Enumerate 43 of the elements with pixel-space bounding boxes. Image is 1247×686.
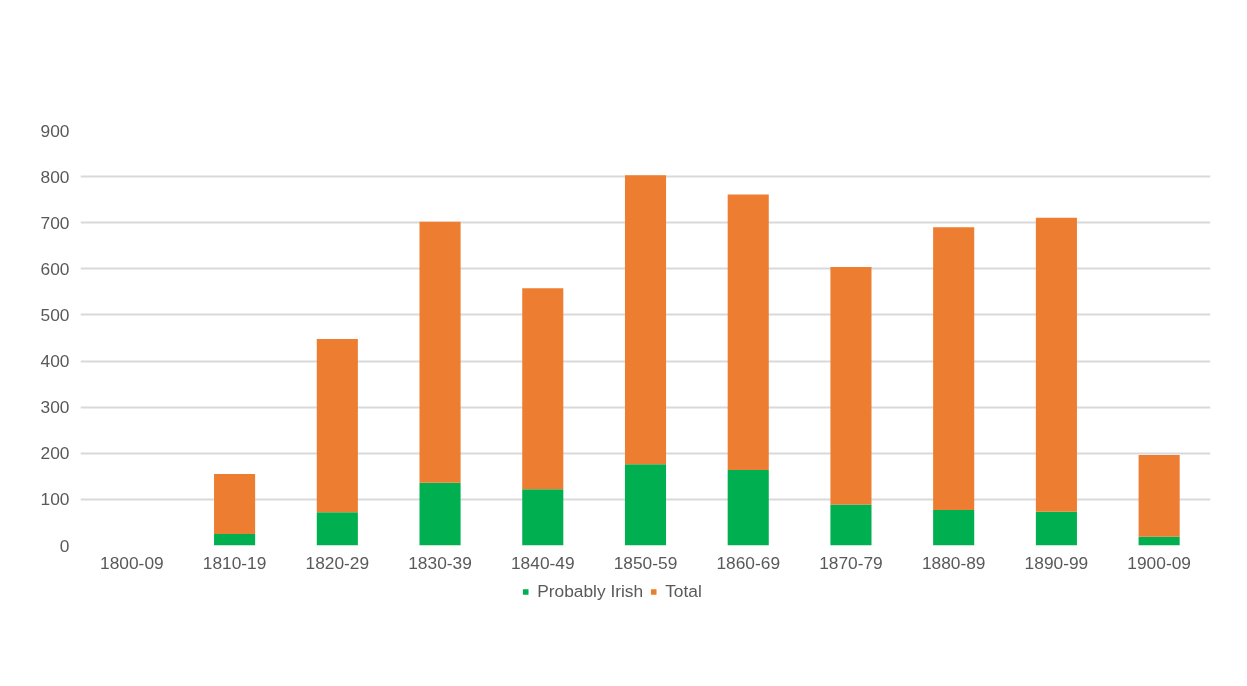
x-tick-label: 1880-89 bbox=[921, 552, 986, 573]
y-tick-label: 200 bbox=[40, 443, 70, 464]
x-tick-label: 1860-69 bbox=[716, 552, 781, 573]
y-tick-label: 100 bbox=[40, 489, 70, 510]
bar bbox=[727, 469, 769, 546]
y-tick-label: 900 bbox=[40, 120, 70, 141]
x-tick-label: 1890-99 bbox=[1024, 552, 1089, 573]
x-tick-label: 1800-09 bbox=[100, 552, 164, 573]
x-tick-label: 1810-19 bbox=[202, 552, 267, 573]
bar bbox=[1035, 511, 1077, 546]
y-tick-label: 0 bbox=[59, 535, 70, 556]
bar bbox=[933, 227, 975, 510]
x-tick-label: 1820-29 bbox=[305, 552, 370, 573]
bar bbox=[1138, 455, 1180, 537]
x-tick-label: 1850-59 bbox=[613, 552, 678, 573]
x-tick-label: 1870-79 bbox=[819, 552, 883, 573]
y-tick-label: 300 bbox=[40, 397, 70, 418]
legend-label: Total bbox=[665, 580, 702, 602]
bar bbox=[214, 474, 256, 534]
bar bbox=[316, 338, 358, 513]
bar bbox=[624, 464, 667, 546]
y-tick-label: 500 bbox=[40, 304, 70, 325]
bar bbox=[727, 194, 769, 470]
y-tick-label: 800 bbox=[40, 166, 70, 187]
bar bbox=[830, 504, 872, 546]
bar bbox=[1035, 217, 1077, 512]
y-tick-label: 700 bbox=[40, 212, 70, 233]
bar bbox=[1138, 536, 1180, 546]
x-tick-label: 1840-49 bbox=[510, 552, 575, 573]
y-tick-label: 600 bbox=[40, 258, 70, 279]
bar bbox=[316, 512, 358, 546]
bar bbox=[522, 489, 564, 546]
y-tick-label: 400 bbox=[40, 351, 70, 372]
bar bbox=[419, 221, 461, 483]
bar bbox=[624, 175, 667, 465]
bar bbox=[522, 288, 564, 490]
bar bbox=[419, 482, 461, 546]
legend-label: Probably Irish bbox=[537, 580, 644, 602]
x-tick-label: 1830-39 bbox=[408, 552, 472, 573]
bar bbox=[830, 266, 872, 505]
bar bbox=[214, 533, 256, 546]
x-tick-label: 1900-09 bbox=[1127, 552, 1191, 573]
bar bbox=[933, 509, 975, 546]
